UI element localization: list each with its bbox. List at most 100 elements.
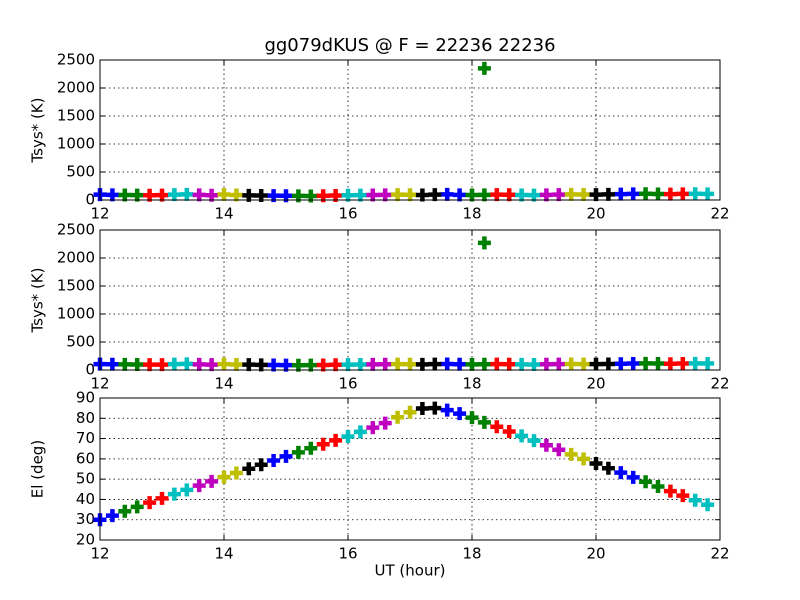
marker [502,188,516,202]
y-axis-label: Tsys* (K) [29,98,47,164]
marker [242,358,256,372]
marker [304,441,318,455]
axes-frame [99,59,721,201]
marker [477,188,491,202]
marker [130,188,144,202]
marker [316,358,330,372]
marker [155,188,169,202]
marker [639,475,653,489]
marker [118,357,132,371]
marker [626,470,640,484]
marker [651,479,665,493]
marker [577,188,591,202]
marker [329,433,343,447]
marker [304,189,318,203]
marker [254,458,268,472]
x-tick-label: 12 [90,205,109,223]
marker [217,357,231,371]
marker [552,443,566,457]
marker [676,489,690,503]
marker [639,356,653,370]
marker [155,491,169,505]
marker [143,358,157,372]
marker [701,357,715,371]
marker [688,493,702,507]
marker [614,357,628,371]
marker [267,453,281,467]
marker [527,434,541,448]
y-tick-label: 80 [76,409,95,427]
y-tick-label: 1000 [57,305,95,323]
marker [676,357,690,371]
marker [316,437,330,451]
marker [663,484,677,498]
axes-frame [99,229,721,371]
marker [403,188,417,202]
x-tick-label: 14 [214,545,233,563]
marker [515,357,529,371]
x-axis-label: UT (hour) [375,562,446,580]
y-axis-label: Tsys* (K) [29,268,47,334]
y-tick-label: 2500 [57,221,95,239]
marker [403,405,417,419]
marker [552,188,566,202]
marker [614,466,628,480]
marker [167,357,181,371]
x-tick-label: 18 [462,375,481,393]
y-tick-label: 2000 [57,249,95,267]
marker [477,236,491,250]
chart-title: gg079dKUS @ F = 22236 22236 [264,35,555,56]
y-tick-label: 20 [76,531,95,549]
marker [589,357,603,371]
marker [105,357,119,371]
marker [539,438,553,452]
marker [477,357,491,371]
marker [254,358,268,372]
marker [105,509,119,523]
marker [167,188,181,202]
marker [601,461,615,475]
x-tick-label: 14 [214,205,233,223]
x-tick-label: 22 [710,545,729,563]
marker [130,358,144,372]
y-tick-label: 1500 [57,107,95,125]
marker [589,188,603,202]
marker [688,187,702,201]
marker [403,357,417,371]
marker [155,358,169,372]
marker [477,415,491,429]
marker [601,357,615,371]
marker [502,424,516,438]
marker [577,357,591,371]
marker [639,187,653,201]
marker [490,357,504,371]
marker [515,429,529,443]
marker [192,357,206,371]
marker [180,187,194,201]
marker [353,188,367,202]
marker [391,357,405,371]
marker [515,188,529,202]
marker [440,357,454,371]
marker [341,430,355,444]
marker [539,357,553,371]
y-axis-label: El (deg) [29,440,47,498]
y-tick-label: 1000 [57,135,95,153]
marker [415,357,429,371]
marker [688,356,702,370]
marker [229,466,243,480]
marker [378,188,392,202]
x-tick-label: 20 [586,375,605,393]
marker [502,357,516,371]
x-tick-label: 16 [338,205,357,223]
marker [167,487,181,501]
marker [651,187,665,201]
marker [626,357,640,371]
marker [564,187,578,201]
marker [366,421,380,435]
marker [440,403,454,417]
x-tick-label: 18 [462,545,481,563]
marker [229,358,243,372]
marker [279,358,293,372]
